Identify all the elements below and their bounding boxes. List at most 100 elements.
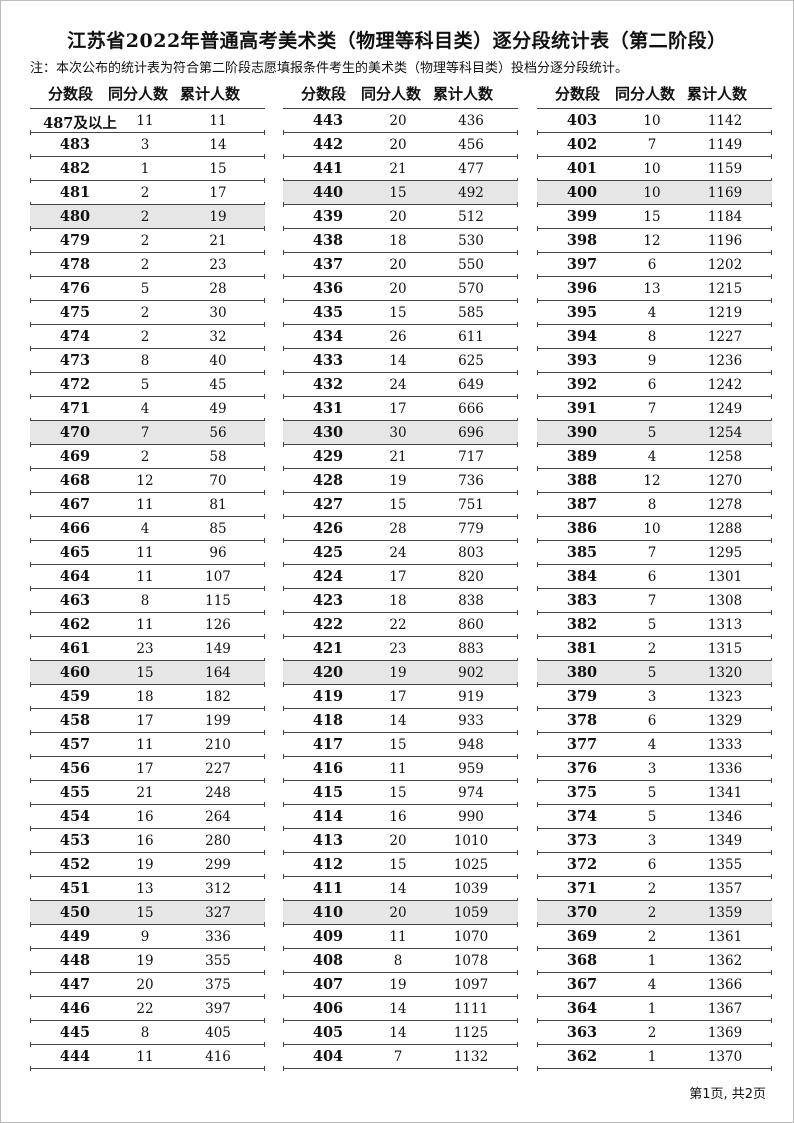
score-cell: 453 xyxy=(59,832,91,849)
same-count-cell: 20 xyxy=(389,281,407,297)
cumulative-cell: 1357 xyxy=(707,881,743,897)
table-row: 449 9 336 xyxy=(30,925,265,951)
score-cell: 399 xyxy=(566,208,598,225)
cumulative-cell: 974 xyxy=(458,785,484,801)
table-row: 483 3 14 xyxy=(30,133,265,159)
table-row: 382 5 1313 xyxy=(537,613,772,639)
table-row: 419 17 919 xyxy=(283,685,518,711)
table-row: 476 5 28 xyxy=(30,277,265,303)
table-row: 422 22 860 xyxy=(283,613,518,639)
table-row: 371 2 1357 xyxy=(537,877,772,903)
score-cell: 447 xyxy=(59,976,91,993)
table-row: 460 15 164 xyxy=(30,661,265,687)
score-cell: 418 xyxy=(312,712,344,729)
score-cell: 406 xyxy=(312,1000,344,1017)
table-row: 442 20 456 xyxy=(283,133,518,159)
same-count-header: 同分人数 xyxy=(361,85,422,103)
cumulative-cell: 1346 xyxy=(707,809,743,825)
same-count-cell: 20 xyxy=(389,905,407,921)
cumulative-cell: 1196 xyxy=(707,233,743,249)
cumulative-cell: 1249 xyxy=(707,401,743,417)
same-count-cell: 7 xyxy=(647,137,657,153)
same-count-cell: 4 xyxy=(647,449,657,465)
table-row: 426 28 779 xyxy=(283,517,518,543)
cumulative-cell: 717 xyxy=(458,449,484,465)
table-row: 364 1 1367 xyxy=(537,997,772,1023)
cumulative-cell: 1341 xyxy=(707,785,743,801)
score-cell: 375 xyxy=(566,784,598,801)
score-cell: 474 xyxy=(59,328,91,345)
score-cell: 430 xyxy=(312,424,344,441)
table-row: 454 16 264 xyxy=(30,805,265,831)
score-cell: 422 xyxy=(312,616,344,633)
cumulative-cell: 751 xyxy=(458,497,484,513)
table-row: 362 1 1370 xyxy=(537,1045,772,1071)
table-row: 470 7 56 xyxy=(30,421,265,447)
same-count-cell: 3 xyxy=(647,833,657,849)
cumulative-cell: 45 xyxy=(209,377,227,393)
score-cell: 368 xyxy=(566,952,598,969)
cumulative-cell: 1125 xyxy=(453,1025,489,1041)
score-cell: 425 xyxy=(312,544,344,561)
table-row: 444 11 416 xyxy=(30,1045,265,1071)
score-cell: 398 xyxy=(566,232,598,249)
cumulative-cell: 115 xyxy=(205,593,231,609)
cumulative-cell: 299 xyxy=(205,857,231,873)
same-count-cell: 17 xyxy=(389,401,407,417)
score-cell: 371 xyxy=(566,880,598,897)
table-row: 410 20 1059 xyxy=(283,901,518,927)
table-row: 456 17 227 xyxy=(30,757,265,783)
same-count-cell: 14 xyxy=(389,881,407,897)
same-count-cell: 11 xyxy=(136,545,154,561)
same-count-cell: 13 xyxy=(136,881,154,897)
same-count-cell: 5 xyxy=(647,617,657,633)
score-cell: 433 xyxy=(312,352,344,369)
score-cell: 367 xyxy=(566,976,598,993)
same-count-cell: 19 xyxy=(389,977,407,993)
table-row: 480 2 19 xyxy=(30,205,265,231)
same-count-cell: 11 xyxy=(136,569,154,585)
same-count-cell: 15 xyxy=(389,785,407,801)
cumulative-cell: 17 xyxy=(209,185,227,201)
table-row: 400 10 1169 xyxy=(537,181,772,207)
same-count-cell: 5 xyxy=(140,281,150,297)
same-count-header: 同分人数 xyxy=(615,85,676,103)
same-count-cell: 7 xyxy=(647,401,657,417)
same-count-cell: 3 xyxy=(140,137,150,153)
score-cell: 427 xyxy=(312,496,344,513)
table-row: 409 11 1070 xyxy=(283,925,518,951)
cumulative-cell: 1362 xyxy=(707,953,743,969)
cumulative-cell: 199 xyxy=(205,713,231,729)
cumulative-cell: 1169 xyxy=(707,185,743,201)
score-cell: 426 xyxy=(312,520,344,537)
same-count-cell: 2 xyxy=(140,305,150,321)
cumulative-cell: 803 xyxy=(458,545,484,561)
cumulative-cell: 210 xyxy=(205,737,231,753)
same-count-cell: 8 xyxy=(140,353,150,369)
cumulative-cell: 436 xyxy=(458,113,484,129)
table-row: 452 19 299 xyxy=(30,853,265,879)
score-cell: 377 xyxy=(566,736,598,753)
table-row: 463 8 115 xyxy=(30,589,265,615)
cumulative-cell: 919 xyxy=(458,689,484,705)
score-cell: 476 xyxy=(59,280,91,297)
cumulative-cell: 1333 xyxy=(707,737,743,753)
same-count-cell: 21 xyxy=(389,161,407,177)
table-row: 471 4 49 xyxy=(30,397,265,423)
same-count-cell: 26 xyxy=(389,329,407,345)
table-row: 464 11 107 xyxy=(30,565,265,591)
score-cell: 446 xyxy=(59,1000,91,1017)
score-cell: 372 xyxy=(566,856,598,873)
score-header: 分数段 xyxy=(48,85,94,103)
same-count-cell: 19 xyxy=(389,665,407,681)
table-row: 466 4 85 xyxy=(30,517,265,543)
same-count-cell: 2 xyxy=(140,329,150,345)
score-cell: 413 xyxy=(312,832,344,849)
table-row: 429 21 717 xyxy=(283,445,518,471)
cumulative-cell: 81 xyxy=(209,497,227,513)
cumulative-cell: 492 xyxy=(458,185,484,201)
same-count-cell: 14 xyxy=(389,1001,407,1017)
score-cell: 464 xyxy=(59,568,91,585)
cumulative-cell: 1370 xyxy=(707,1049,743,1065)
table-row: 388 12 1270 xyxy=(537,469,772,495)
